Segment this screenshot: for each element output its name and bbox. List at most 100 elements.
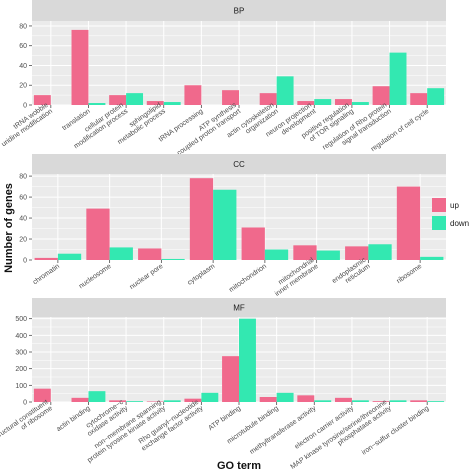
x-tick-label: ATP binding (207, 405, 242, 432)
x-tick-label: mitochondrion (228, 263, 268, 294)
x-tick-label: chromatin (32, 263, 61, 286)
x-tick-label: actin binding (55, 405, 91, 433)
y-axis-title: Number of genes (3, 183, 15, 273)
x-tick-label-line: chromatin (32, 263, 61, 286)
facet-strip (32, 154, 446, 174)
bar-mf-up (259, 397, 277, 402)
bar-cc-down (109, 247, 133, 260)
bar-mf-down (389, 400, 407, 402)
bar-cc-down (57, 253, 82, 260)
bar-mf-up (410, 400, 428, 402)
bar-mf-up (222, 356, 239, 402)
y-tick-label: 0 (23, 103, 27, 110)
bar-mf-up (334, 397, 352, 402)
legend-label-up: up (450, 201, 459, 210)
bar-bp-down (163, 102, 181, 105)
bar-bp-up (71, 29, 89, 105)
bar-mf-up (372, 401, 390, 402)
bar-mf-up (109, 400, 127, 402)
x-tick-label-line: ribosome (396, 263, 424, 285)
bar-mf-down (201, 392, 219, 402)
legend-label-down: down (450, 219, 469, 228)
y-tick-label: 60 (19, 195, 27, 202)
facet-strip (32, 0, 446, 21)
facet-strip-label: MF (233, 304, 245, 313)
y-tick-label: 400 (15, 333, 27, 340)
x-tick-label: tRNA wobbleuridine modification (0, 102, 54, 149)
bar-bp-up (184, 85, 202, 105)
y-tick-label: 80 (19, 174, 27, 181)
bar-cc-up (345, 246, 369, 260)
x-tick-label-line: methyltransferase activity (249, 405, 318, 456)
y-tick-label: 60 (19, 43, 27, 50)
facet-strip-label: CC (233, 160, 245, 169)
y-tick-label: 20 (19, 237, 27, 244)
x-tick-label-line: actin binding (55, 405, 91, 433)
bar-bp-down (276, 76, 294, 105)
bar-cc-down (213, 189, 237, 260)
bar-bp-up (146, 101, 164, 105)
bar-mf-down (88, 391, 106, 402)
bar-mf-down (351, 400, 369, 402)
facet-strip-label: BP (234, 7, 245, 16)
bar-bp-up (33, 95, 51, 105)
bar-cc-down (368, 244, 392, 260)
bar-mf-down (427, 401, 445, 402)
bar-cc-up (293, 245, 317, 260)
y-tick-label: 300 (15, 350, 27, 357)
x-axis-title: GO term (217, 460, 261, 472)
bar-mf-down (314, 400, 332, 402)
bar-cc-up (86, 208, 110, 260)
legend-key-down (432, 216, 446, 230)
bar-mf-up (184, 398, 202, 402)
bar-bp-down (389, 52, 407, 105)
bar-bp-up (372, 86, 390, 105)
bar-bp-up (222, 90, 239, 105)
x-tick-label-line: mitochondrion (228, 263, 268, 294)
bar-bp-down (427, 88, 445, 105)
bar-bp-up (297, 101, 315, 105)
bar-cc-up (189, 178, 214, 260)
y-tick-label: 80 (19, 23, 27, 30)
bar-mf-down (239, 318, 256, 402)
bar-mf-up (297, 395, 315, 402)
legend-key-up (432, 198, 446, 212)
bar-mf-down (276, 392, 294, 402)
bar-cc-down (316, 250, 340, 260)
x-tick-label-line: cytoplasm (186, 263, 216, 287)
x-tick-label: cytoplasm (186, 263, 216, 287)
x-tick-label: mitochondrialinner membrane (270, 257, 320, 298)
bar-mf-up (71, 397, 89, 402)
y-tick-label: 40 (19, 216, 27, 223)
bar-cc-up (396, 186, 421, 260)
bar-bp-up (410, 93, 428, 105)
bar-bp-up (109, 95, 127, 105)
bar-mf-up (33, 388, 51, 402)
x-tick-label-line: MAP kinase tyrosine/serine/threonine (289, 399, 388, 471)
x-tick-label: endoplasmicreticulum (331, 256, 372, 291)
y-tick-label: 40 (19, 63, 27, 70)
bar-cc-up (241, 227, 265, 260)
bar-cc-down (161, 258, 185, 260)
bar-cc-up (138, 248, 162, 260)
bar-mf-down (126, 401, 144, 402)
x-tick-label: methyltransferase activity (249, 405, 318, 456)
x-tick-label-line: nuclear pore (129, 263, 165, 291)
x-tick-label-line: ATP binding (207, 405, 242, 432)
bar-bp-up (259, 93, 277, 105)
y-tick-label: 200 (15, 366, 27, 373)
facet-strip (32, 298, 446, 317)
x-tick-label: ribosome (396, 263, 424, 285)
y-tick-label: 20 (19, 83, 27, 90)
y-tick-label: 0 (23, 258, 27, 265)
bar-cc-up (34, 257, 58, 260)
y-tick-label: 500 (15, 316, 27, 323)
bar-bp-down (88, 103, 106, 105)
x-tick-label: nuclear pore (129, 263, 165, 291)
bar-bp-down (314, 99, 332, 105)
x-tick-label-line: nucleosome (78, 263, 113, 290)
bar-mf-down (163, 400, 181, 402)
bar-bp-up (334, 99, 352, 105)
